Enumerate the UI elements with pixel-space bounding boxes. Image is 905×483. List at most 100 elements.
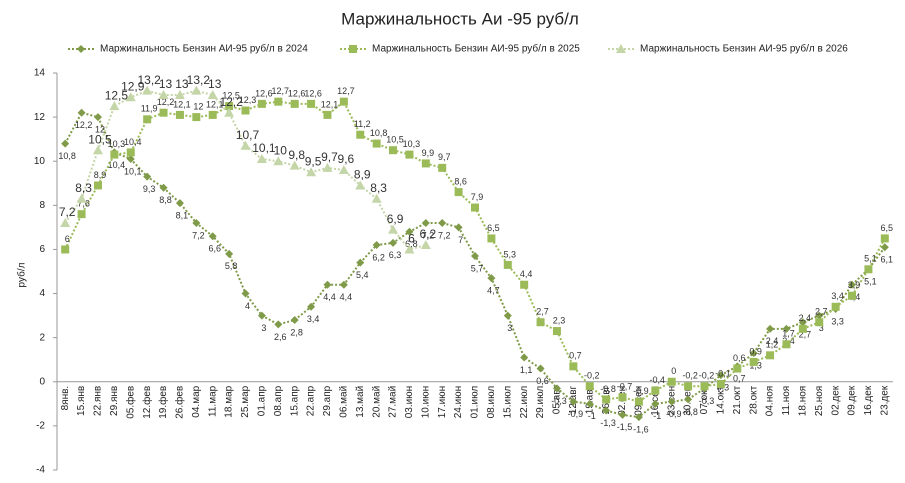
data-label: 3,9 <box>848 280 861 290</box>
x-tick-label: 18.мар <box>224 385 235 417</box>
data-point <box>585 399 594 408</box>
x-tick-label: 28.окт <box>748 385 759 414</box>
data-point <box>388 224 399 234</box>
data-point <box>307 302 316 311</box>
data-label: -0,2 <box>682 371 698 381</box>
data-point <box>404 244 415 254</box>
data-point <box>142 85 153 95</box>
data-label: 2,7 <box>799 330 812 340</box>
data-point <box>93 181 102 190</box>
data-label: 9,8 <box>288 148 305 162</box>
data-label: 6,2 <box>419 227 436 241</box>
data-label: 12,6 <box>255 88 273 98</box>
legend-marker <box>349 45 357 53</box>
data-point <box>371 193 382 203</box>
y-tick-label: 2 <box>39 332 45 343</box>
data-label: -0,3 <box>699 396 715 406</box>
data-point <box>257 99 266 108</box>
data-label: 6,6 <box>208 244 221 254</box>
data-point <box>864 265 873 274</box>
data-label: 7,2 <box>422 230 435 240</box>
data-label: -0,7 <box>617 382 633 392</box>
data-label: -0,2 <box>584 371 600 381</box>
data-point <box>256 154 267 164</box>
data-label: 2,4 <box>766 336 779 346</box>
data-point <box>618 393 627 402</box>
x-tick-label: 19.фев <box>157 386 169 419</box>
x-tick-label: 27.май <box>388 386 399 418</box>
data-label: 10,3 <box>108 139 126 149</box>
x-tick-label: 05.авг <box>552 385 563 414</box>
data-point <box>61 139 70 148</box>
data-point <box>175 110 184 119</box>
data-point <box>749 357 758 366</box>
data-label: -0,1 <box>715 368 731 378</box>
x-tick-label: 08.апр <box>273 385 284 416</box>
data-label: 2,7 <box>536 307 549 317</box>
data-point <box>684 395 693 404</box>
data-point <box>420 240 431 250</box>
y-tick-label: 0 <box>39 376 45 387</box>
data-label: 5,7 <box>471 263 484 273</box>
data-label: 7,6 <box>77 199 90 209</box>
data-label: 6,8 <box>405 239 418 249</box>
data-point <box>602 395 611 404</box>
data-point <box>815 311 824 320</box>
x-tick-label: 03.июн <box>404 386 415 419</box>
data-point <box>569 397 578 406</box>
data-point <box>634 397 643 406</box>
data-label: 8,6 <box>454 176 467 186</box>
data-label: 6,2 <box>372 252 385 262</box>
data-point <box>389 238 398 247</box>
x-tick-label: 25.мар <box>240 385 251 417</box>
data-label: 5,1 <box>864 254 877 264</box>
x-tick-label: 15.июл <box>502 386 513 419</box>
data-point <box>174 90 185 100</box>
data-label: -1 <box>588 411 596 421</box>
data-point <box>126 148 135 157</box>
data-point <box>60 217 71 227</box>
y-tick-label: -2 <box>36 421 45 432</box>
data-point <box>159 183 168 192</box>
data-label: 12,5 <box>222 90 240 100</box>
data-label: 0,6 <box>536 376 549 386</box>
data-label: 12,1 <box>173 99 191 109</box>
data-point <box>143 172 152 181</box>
data-point <box>454 223 463 232</box>
data-label: 10,5 <box>386 135 404 145</box>
x-tick-label: 09.дек <box>847 385 858 415</box>
x-tick-label: 19.авг <box>584 385 595 414</box>
data-point <box>125 92 136 102</box>
data-label: 12,3 <box>239 95 257 105</box>
data-point <box>289 160 300 170</box>
data-point <box>323 280 332 289</box>
x-tick-label: 04.мар <box>191 385 202 417</box>
data-point <box>372 241 381 250</box>
x-tick-label: 21.окт <box>732 385 743 414</box>
data-label: 3 <box>261 323 266 333</box>
data-label: 3,4 <box>831 291 844 301</box>
data-point <box>158 90 169 100</box>
data-label: 8,9 <box>94 170 107 180</box>
data-label: 6,3 <box>389 250 402 260</box>
data-point <box>520 280 529 289</box>
x-tick-label: 18.ноя <box>797 386 808 416</box>
x-tick-label: 12.фев <box>141 386 153 419</box>
data-point <box>716 379 725 388</box>
data-point <box>880 234 889 243</box>
data-label: 12,7 <box>272 86 290 96</box>
data-label: -1,6 <box>633 424 649 434</box>
data-label: 7 <box>458 235 463 245</box>
data-point <box>389 146 398 155</box>
data-point <box>241 289 250 298</box>
data-label: 10,1 <box>252 141 276 155</box>
data-label: 2,6 <box>274 332 287 342</box>
data-label: 10,3 <box>403 139 421 149</box>
data-point <box>143 115 152 124</box>
legend-marker <box>77 45 85 53</box>
data-label: 3,4 <box>307 314 320 324</box>
x-tick-label: 25.ноя <box>814 386 825 416</box>
data-point <box>241 106 250 115</box>
data-label: 10,1 <box>124 166 142 176</box>
data-label: 10,8 <box>58 151 76 161</box>
